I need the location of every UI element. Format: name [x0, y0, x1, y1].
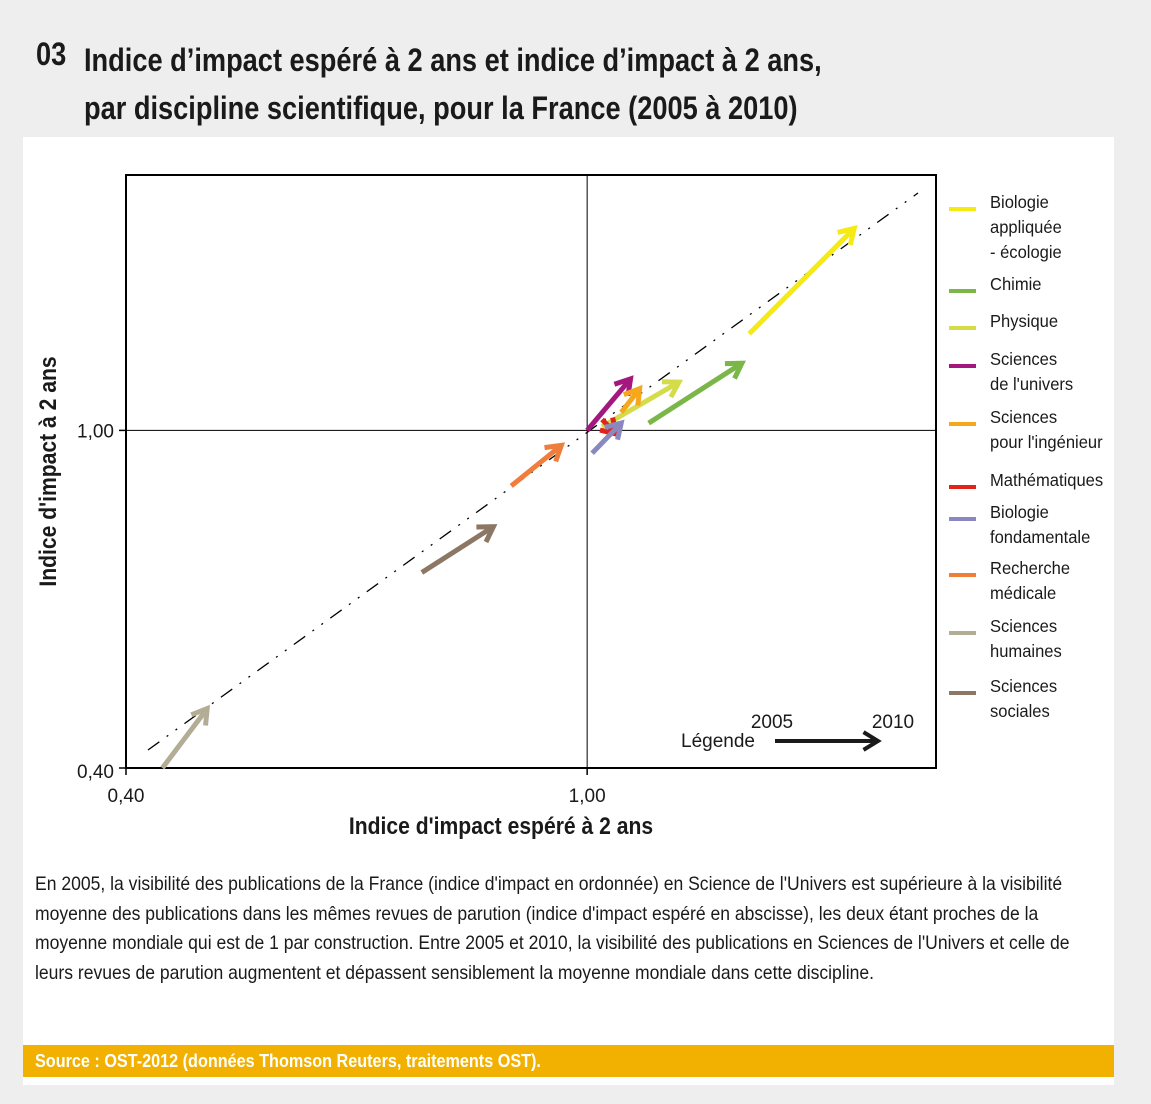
legend-label-7-1: médicale [990, 582, 1056, 603]
legend-label-8-0: Sciences [990, 615, 1057, 636]
legend-label-0-2: - écologie [990, 241, 1062, 262]
legend-label-6-0: Biologie [990, 501, 1049, 522]
legend-label-3-1: de l'univers [990, 373, 1074, 394]
legend-label-9-0: Sciences [990, 675, 1057, 696]
x-tick-label-0: 0,40 [108, 786, 145, 807]
legend-label-1-0: Chimie [990, 273, 1041, 294]
key-arrow-head [862, 730, 882, 752]
arrow-1-shaft [647, 361, 744, 426]
source-bar: Source : OST-2012 (données Thomson Reute… [23, 1045, 1114, 1077]
arrow-9-shaft [420, 524, 495, 575]
arrow-6-shaft [590, 421, 624, 455]
legend-label-6-1: fondamentale [990, 526, 1090, 547]
legend-label-4-1: pour l'ingénieur [990, 431, 1103, 452]
x-tick-label-1: 1,00 [569, 786, 606, 807]
figure-title-text: Indice d’impact espéré à 2 ans et indice… [84, 36, 822, 132]
legend-label-2-0: Physique [990, 310, 1058, 331]
figure-caption: En 2005, la visibilité des publications … [35, 873, 1070, 984]
legend-label-0-0: Biologie [990, 191, 1049, 212]
arrow-0-head [837, 225, 858, 246]
arrow-3-shaft [585, 377, 633, 433]
arrow-0-shaft [747, 226, 856, 336]
legend-label-4-0: Sciences [990, 406, 1057, 427]
y-tick-label-0: 0,40 [77, 762, 114, 783]
source-text: Source : OST-2012 (données Thomson Reute… [35, 1051, 541, 1071]
y-tick-label-1: 1,00 [77, 421, 114, 442]
diagonal-reference-line [147, 192, 919, 751]
legend-label-0-1: appliquée [990, 216, 1062, 237]
key-label: Légende [681, 731, 755, 752]
plot-frame [125, 174, 937, 769]
legend-label-9-1: sociales [990, 700, 1050, 721]
arrow-8-head [190, 704, 211, 726]
figure-number: 03 [36, 36, 67, 72]
title-line-1: Indice d’impact espéré à 2 ans et indice… [84, 42, 822, 78]
legend-label-7-0: Recherche [990, 557, 1070, 578]
legend-label-5-0: Mathématiques [990, 469, 1103, 490]
y-axis-title: Indice d'impact à 2 ans [35, 356, 62, 586]
key-start-label: 2005 [751, 712, 793, 733]
arrow-1-head [724, 360, 746, 380]
arrow-4-head [622, 384, 643, 406]
chart: 0,40 1,00 0,40 1,00 Indice d'impact espéré à… [35, 174, 1103, 840]
arrow-8-shaft [160, 707, 210, 770]
arrow-7-shaft [509, 443, 563, 488]
title-line-2: par discipline scientifique, pour la Fra… [84, 90, 798, 126]
figure-panel: 0,40 1,00 0,40 1,00 Indice d'impact espéré à… [23, 137, 1114, 1085]
legend-label-3-0: Sciences [990, 348, 1057, 369]
arrow-6-head [604, 419, 625, 441]
arrow-4-shaft [619, 387, 642, 414]
arrow-7-head [544, 442, 566, 463]
x-axis-title: Indice d'impact espéré à 2 ans [349, 813, 653, 840]
key-end-label: 2010 [872, 712, 914, 733]
arrow-2-head [661, 379, 684, 399]
legend-label-8-1: humaines [990, 640, 1062, 661]
arrow-9-head [476, 524, 498, 544]
